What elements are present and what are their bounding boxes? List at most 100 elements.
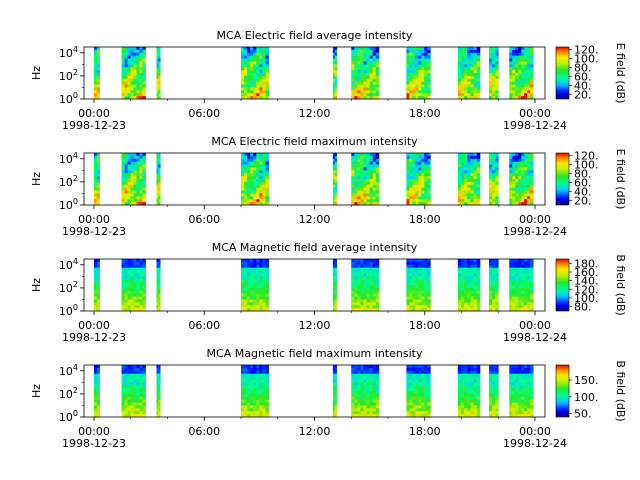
data-cell [518,170,522,174]
data-cell [262,411,266,415]
data-cell [409,90,413,94]
data-cell [369,75,374,80]
data-cell [250,190,254,194]
data-cell [512,187,516,191]
data-cell [460,285,465,289]
data-cell [509,70,513,74]
data-cell [130,184,134,189]
data-cell [142,61,146,65]
data-cell [354,365,358,369]
data-cell [527,393,531,398]
data-cell [354,379,358,383]
data-cell [366,199,371,203]
data-cell [473,382,478,386]
data-cell [412,155,416,160]
data-cell [521,196,525,200]
data-cell [142,161,146,165]
y-tick-base: 10 [59,365,73,378]
data-cell [139,264,143,269]
data-cell [473,296,478,300]
data-cell [515,402,519,406]
data-cell [259,158,263,163]
data-cell [259,170,263,174]
data-cell [256,49,260,54]
data-cell [354,81,358,85]
colorbar-tick-label: 60. [574,176,592,189]
data-cell [489,408,493,412]
data-cell [495,405,499,409]
data-cell [124,67,128,71]
data-cell [244,81,248,85]
data-cell [124,267,128,271]
data-cell [366,388,371,392]
data-cell [527,379,531,383]
data-cell [369,388,374,392]
data-cell [357,64,361,68]
data-cell [412,282,416,286]
data-cell [427,153,431,157]
data-cell [470,290,474,295]
data-cell [121,302,125,306]
data-cell [527,87,531,91]
data-cell [241,305,245,309]
data-cell [351,308,355,312]
data-cell [121,279,125,283]
data-cell [372,379,377,383]
data-cell [457,411,462,415]
data-cell [351,273,355,277]
data-cell [415,270,419,274]
data-cell [265,70,269,74]
data-cell [96,90,100,94]
data-cell [421,285,425,289]
data-cell [253,282,257,286]
data-cell [476,270,481,274]
data-cell [351,52,355,57]
data-cell [332,305,336,309]
data-cell [521,176,525,180]
data-cell [409,47,413,51]
data-cell [527,84,531,88]
data-cell [418,49,422,54]
data-cell [360,376,364,380]
data-cell [530,170,534,174]
data-cell [156,49,159,54]
data-cell [262,367,266,372]
data-cell [334,396,337,401]
data-cell [470,193,474,197]
data-cell [262,290,266,295]
data-cell [415,264,419,269]
data-cell [158,87,161,91]
data-cell [250,414,254,418]
y-tick-exp: 4 [73,257,78,266]
data-cell [247,81,251,85]
data-cell [530,299,534,303]
data-cell [467,414,471,418]
data-cell [133,285,137,289]
data-cell [121,385,125,389]
data-cell [415,308,419,312]
data-cell [121,408,125,412]
data-cell [421,402,425,406]
data-cell [247,199,251,203]
data-cell [476,78,481,83]
data-cell [512,164,516,168]
data-cell [256,58,260,62]
data-cell [421,385,425,389]
data-cell [473,388,478,392]
data-cell [521,93,525,97]
data-cell [515,367,519,372]
data-cell [492,385,496,389]
data-cell [473,90,478,94]
data-cell [127,153,131,157]
data-cell [136,158,140,163]
data-cell [247,382,251,386]
data-cell [124,158,128,163]
data-cell [136,173,140,177]
data-cell [509,290,513,295]
y-tick-base: 10 [59,305,73,318]
data-cell [158,370,161,375]
data-cell [259,187,263,191]
data-cell [527,399,531,403]
data-cell [524,388,528,392]
data-cell [265,276,269,280]
